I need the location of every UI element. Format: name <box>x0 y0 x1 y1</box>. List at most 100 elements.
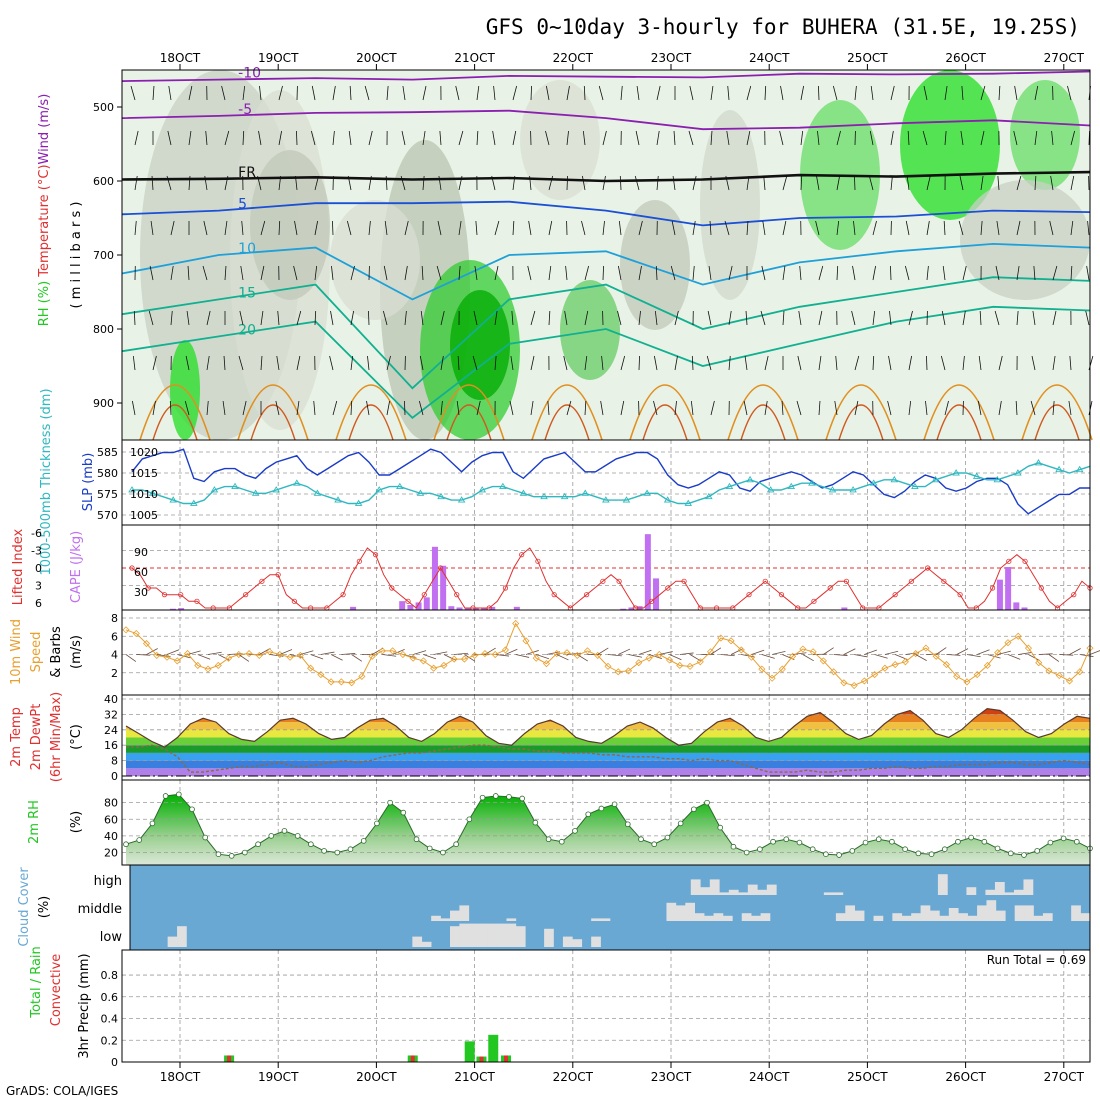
y-axis-label: Total / Rain <box>29 946 44 1019</box>
wind-barb <box>384 220 388 236</box>
wind-barb <box>238 654 250 662</box>
wind-barb <box>1052 265 1058 281</box>
wind-barb <box>946 654 961 656</box>
rh-point <box>202 834 209 841</box>
cloud-middle-cell <box>440 918 451 921</box>
wind-barb <box>889 310 892 326</box>
wind-barb <box>915 654 927 662</box>
wind-barb <box>710 130 713 146</box>
temp-band <box>126 745 1090 753</box>
y-axis-label-part: 2m DewPt <box>29 704 44 771</box>
wind-barb <box>996 220 1000 236</box>
li-point <box>1038 585 1044 591</box>
wind-barb <box>977 400 982 416</box>
y-tick: 800 <box>93 323 114 336</box>
temp-band <box>126 722 1090 730</box>
x-tick-bottom: 23OCT <box>651 1070 692 1084</box>
x-tick-top: 19OCT <box>258 51 299 65</box>
li-point <box>648 598 655 604</box>
cloud-middle-cell <box>835 913 846 921</box>
wind-point <box>358 672 366 680</box>
temp-contour-label: -5 <box>238 102 252 118</box>
wind-barb <box>187 265 190 281</box>
wind-barb <box>1069 355 1072 371</box>
wind-barb <box>868 175 874 191</box>
y-axis-label-part: 10m Wind <box>9 619 24 685</box>
wind-barb <box>422 130 426 146</box>
wind-barb <box>746 175 750 191</box>
wind-barb <box>836 175 840 191</box>
cloud-low-cell <box>421 941 432 947</box>
cloud-middle-cell <box>741 913 752 921</box>
wind-barb <box>132 355 136 371</box>
wind-barb <box>1088 130 1090 146</box>
wind-barb <box>706 355 712 371</box>
y-axis-label: (%) <box>69 811 84 834</box>
temp-contour-label: 20 <box>238 322 256 338</box>
wind-barb <box>257 175 262 191</box>
cloud-middle-cell <box>600 918 611 921</box>
y-axis-label: (°C) <box>69 724 84 750</box>
rh-point <box>1034 848 1040 854</box>
temp-contour-hot <box>446 404 492 441</box>
wind-barb <box>402 85 406 101</box>
wind-barb <box>761 654 775 659</box>
y-tick: 700 <box>93 249 114 262</box>
wind-barb <box>348 130 352 146</box>
wind-barb <box>566 85 570 101</box>
wind-barb <box>404 310 407 326</box>
wind-barb <box>907 130 910 146</box>
wind-barb <box>188 175 191 191</box>
wind-barb <box>206 310 211 326</box>
y-axis-label-part: RH (%) <box>37 281 52 326</box>
wind-barb <box>746 85 752 101</box>
li-point <box>340 592 346 598</box>
wind-barb <box>278 175 282 191</box>
wind-barb <box>966 654 981 658</box>
y-axis-label-part: 1000-500mb Thickness (dm) <box>39 388 54 575</box>
wind-barb <box>457 355 460 371</box>
rh-point <box>664 834 671 841</box>
wind-point <box>307 664 315 672</box>
y-tick-right: 30 <box>134 586 148 599</box>
li-point <box>129 565 135 571</box>
wind-barb <box>437 220 442 236</box>
wind-barb <box>367 355 370 371</box>
wind-point <box>183 650 192 658</box>
rh-point <box>651 841 658 848</box>
wind-barb <box>385 175 388 191</box>
rh-point <box>638 836 644 843</box>
y-tick: 0.8 <box>101 969 119 982</box>
rh-point <box>994 845 1001 852</box>
temp-contour-label: 5 <box>238 197 247 213</box>
wind-barb <box>332 220 334 236</box>
wind-barb <box>1070 130 1076 146</box>
wind-barb <box>872 310 876 326</box>
rh-point <box>255 841 261 848</box>
y-axis-label-part: Speed <box>29 632 44 673</box>
wind-barb <box>314 310 317 326</box>
li-point <box>389 585 395 591</box>
wind-barb <box>187 650 201 655</box>
wind-point <box>142 639 151 648</box>
wind-barb <box>817 130 820 146</box>
wind-barb <box>364 85 370 101</box>
wind-barb <box>565 265 568 281</box>
y-axis-label-part: (%) <box>69 811 84 834</box>
rh-point <box>215 851 222 857</box>
wind-barb <box>762 220 766 236</box>
wind-barb <box>259 85 262 101</box>
wind-barb <box>617 310 622 326</box>
precip-total-bar <box>488 1034 499 1062</box>
rh-point <box>162 793 169 799</box>
rh-point <box>492 793 499 799</box>
wind-barb <box>710 85 714 101</box>
y-axis-label: 10m Wind <box>9 619 24 685</box>
wind-barb <box>602 265 604 281</box>
wind-barb <box>654 310 658 326</box>
rh-point <box>625 821 631 828</box>
y-axis-label-part: CAPE (J/kg) <box>69 531 84 603</box>
y-axis-label: RH (%) Temperature (°C)Wind (m/s) <box>37 94 52 327</box>
wind-barb <box>476 130 479 146</box>
wind-point <box>583 647 592 655</box>
